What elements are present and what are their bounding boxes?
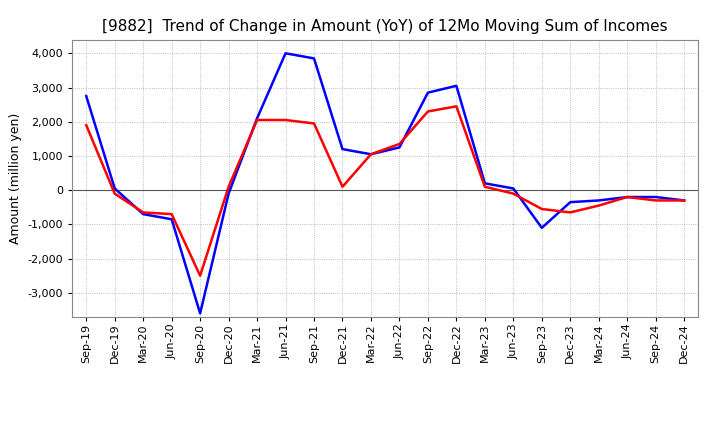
Ordinary Income (366, 152, 375, 157)
Net Income (566, 210, 575, 215)
Net Income (366, 152, 375, 157)
Ordinary Income (480, 181, 489, 186)
Ordinary Income (139, 212, 148, 217)
Net Income (167, 212, 176, 217)
Ordinary Income (253, 116, 261, 121)
Ordinary Income (566, 199, 575, 205)
Title: [9882]  Trend of Change in Amount (YoY) of 12Mo Moving Sum of Incomes: [9882] Trend of Change in Amount (YoY) o… (102, 19, 668, 34)
Net Income (423, 109, 432, 114)
Ordinary Income (110, 186, 119, 191)
Net Income (110, 191, 119, 196)
Net Income (537, 206, 546, 212)
Net Income (395, 141, 404, 147)
Line: Net Income: Net Income (86, 106, 684, 276)
Ordinary Income (395, 145, 404, 150)
Net Income (282, 117, 290, 123)
Net Income (452, 104, 461, 109)
Net Income (652, 198, 660, 203)
Ordinary Income (282, 51, 290, 56)
Ordinary Income (452, 83, 461, 88)
Ordinary Income (595, 198, 603, 203)
Ordinary Income (509, 186, 518, 191)
Ordinary Income (310, 56, 318, 61)
Net Income (253, 117, 261, 123)
Ordinary Income (423, 90, 432, 95)
Line: Ordinary Income: Ordinary Income (86, 53, 684, 313)
Net Income (82, 122, 91, 128)
Net Income (480, 184, 489, 189)
Net Income (196, 273, 204, 279)
Ordinary Income (623, 194, 631, 200)
Ordinary Income (82, 93, 91, 99)
Ordinary Income (652, 194, 660, 200)
Ordinary Income (167, 216, 176, 222)
Ordinary Income (680, 198, 688, 203)
Net Income (139, 210, 148, 215)
Ordinary Income (537, 225, 546, 231)
Net Income (595, 203, 603, 208)
Net Income (623, 194, 631, 200)
Net Income (225, 184, 233, 189)
Net Income (680, 198, 688, 203)
Net Income (338, 184, 347, 189)
Net Income (310, 121, 318, 126)
Net Income (509, 191, 518, 196)
Ordinary Income (338, 147, 347, 152)
Ordinary Income (225, 191, 233, 196)
Ordinary Income (196, 311, 204, 316)
Y-axis label: Amount (million yen): Amount (million yen) (9, 113, 22, 244)
